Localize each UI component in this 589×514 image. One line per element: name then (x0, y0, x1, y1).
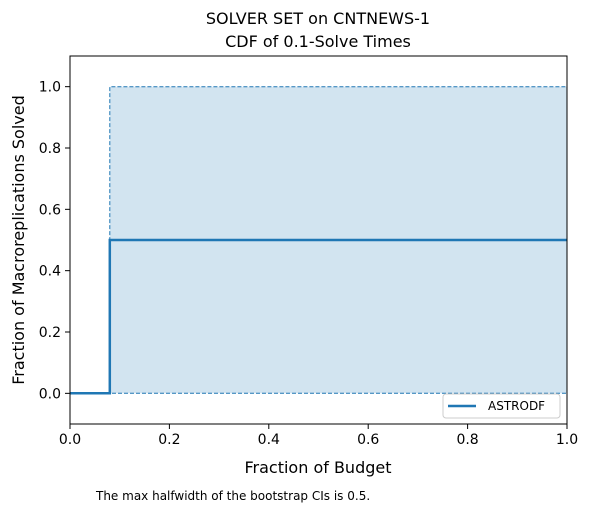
series-line-0 (70, 238, 567, 395)
x-tick-label: 0.8 (456, 432, 478, 448)
x-tick-label: 0.4 (258, 432, 280, 448)
legend-box (442, 393, 561, 419)
y-tick-label: 0.0 (39, 386, 61, 402)
x-tick-label: 0.0 (59, 432, 81, 448)
y-tick-label: 0.4 (39, 264, 61, 280)
axes-frame (69, 55, 568, 425)
chart-title-line-2: CDF of 0.1-Solve Times (225, 32, 411, 51)
chart-title-line-1: SOLVER SET on CNTNEWS-1 (206, 9, 430, 28)
legend-label-astrodf: ASTRODF (488, 399, 545, 413)
x-tick-label: 1.0 (556, 432, 578, 448)
x-axis-label: Fraction of Budget (244, 458, 391, 477)
y-tick-label: 0.2 (39, 325, 61, 341)
plot-area: 0.0 0.2 0.4 0.6 0.8 1.0 0.0 0.2 0.4 0.6 0.8 1.0 (39, 55, 578, 448)
legend: ASTRODF (442, 393, 561, 419)
y-tick-label: 0.8 (39, 141, 61, 157)
bootstrap-ci-footnote: The max halfwidth of the bootstrap CIs i… (95, 489, 370, 503)
x-tick-label: 0.6 (357, 432, 379, 448)
x-tick-label: 0.2 (158, 432, 180, 448)
y-tick-label: 1.0 (39, 80, 61, 96)
y-axis-label: Fraction of Macroreplications Solved (9, 95, 28, 385)
y-tick-label: 0.6 (39, 202, 61, 218)
